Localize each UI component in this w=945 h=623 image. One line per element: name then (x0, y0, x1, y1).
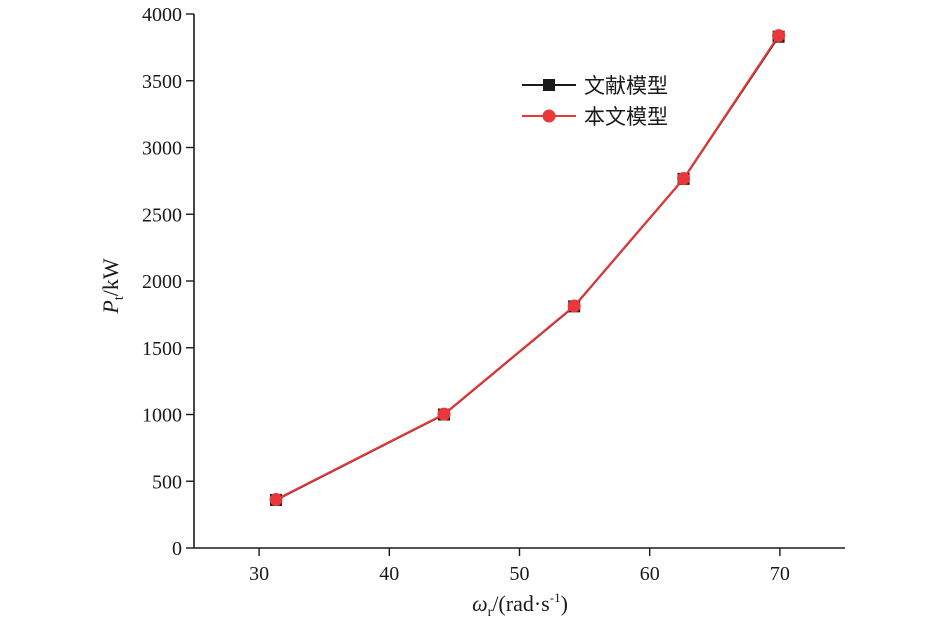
y-axis-unit: /kW (98, 258, 123, 296)
x-axis-subscript: r (488, 605, 493, 620)
y-tick-label: 1500 (142, 338, 182, 360)
y-tick-label: 3500 (142, 71, 182, 93)
x-axis-superscript: -1 (550, 590, 561, 605)
y-tick-label: 0 (172, 538, 182, 560)
y-axis-title: Pt/kW (98, 258, 127, 314)
data-point-circle (772, 29, 786, 43)
series-1 (270, 30, 785, 506)
x-tick-label: 40 (379, 563, 399, 585)
data-point-circle (542, 109, 556, 123)
x-axis-ticks: 30 40 50 60 70 (249, 548, 790, 585)
y-axis-symbol: P (98, 300, 123, 314)
y-axis-ticks: 0 500 1000 1500 2000 2500 3000 3500 4000 (142, 4, 194, 560)
x-tick-label: 30 (249, 563, 269, 585)
x-tick-label: 70 (770, 563, 790, 585)
x-axis-unit: /(rad·s (492, 591, 549, 616)
y-axis-subscript: t (112, 296, 127, 300)
series-line (275, 35, 780, 501)
y-tick-label: 500 (152, 471, 182, 493)
y-tick-label: 1000 (142, 405, 182, 427)
legend-label: 本文模型 (584, 105, 668, 129)
data-point-square (543, 79, 555, 91)
x-axis-title: ωr/(rad·s-1) (472, 590, 568, 620)
y-tick-label: 4000 (142, 4, 182, 26)
legend-item-2: 本文模型 (522, 105, 668, 129)
data-point-circle (677, 171, 691, 185)
y-tick-label: 3000 (142, 138, 182, 160)
x-tick-label: 60 (640, 563, 660, 585)
plot-area (269, 29, 786, 507)
y-tick-label: 2000 (142, 271, 182, 293)
y-tick-label: 2500 (142, 204, 182, 226)
data-point-circle (269, 493, 283, 507)
series-line (275, 36, 780, 501)
data-point-circle (437, 407, 451, 421)
x-axis-close-paren: ) (561, 591, 568, 616)
legend-label: 文献模型 (584, 74, 668, 98)
x-tick-label: 50 (510, 563, 530, 585)
series-2 (269, 29, 786, 507)
x-axis-symbol: ω (472, 591, 488, 616)
legend-item-1: 文献模型 (522, 74, 668, 98)
axes: 0 500 1000 1500 2000 2500 3000 3500 4000 30 40 50 6… (142, 4, 845, 585)
data-point-circle (567, 299, 581, 313)
